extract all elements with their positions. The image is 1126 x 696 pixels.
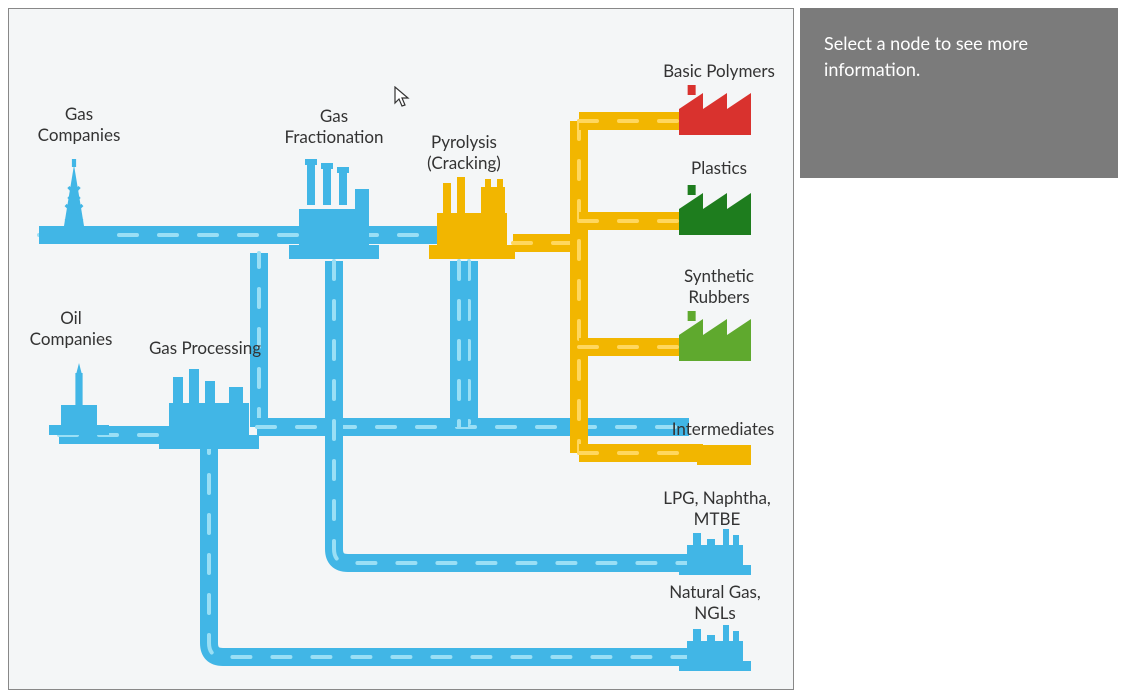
node-plastics[interactable]	[679, 185, 751, 235]
node-pyrolysis[interactable]	[429, 177, 515, 259]
node-lpg[interactable]	[679, 529, 751, 575]
node-basic-polymers[interactable]	[679, 85, 751, 135]
process-flow-diagram: Gas CompaniesOil CompaniesGas Processing…	[8, 8, 794, 690]
node-gas-fractionation[interactable]	[289, 159, 379, 259]
node-oil-companies[interactable]	[49, 363, 109, 435]
info-sidebar: Select a node to see more information.	[800, 8, 1118, 178]
pipe-network	[9, 9, 793, 689]
sidebar-text: Select a node to see more information.	[824, 32, 1028, 80]
node-intermediates[interactable]	[697, 445, 751, 465]
node-ngl[interactable]	[679, 625, 751, 671]
node-gas-companies[interactable]	[39, 159, 109, 239]
node-gas-processing[interactable]	[159, 369, 259, 449]
node-synthetic-rubbers[interactable]	[679, 311, 751, 361]
